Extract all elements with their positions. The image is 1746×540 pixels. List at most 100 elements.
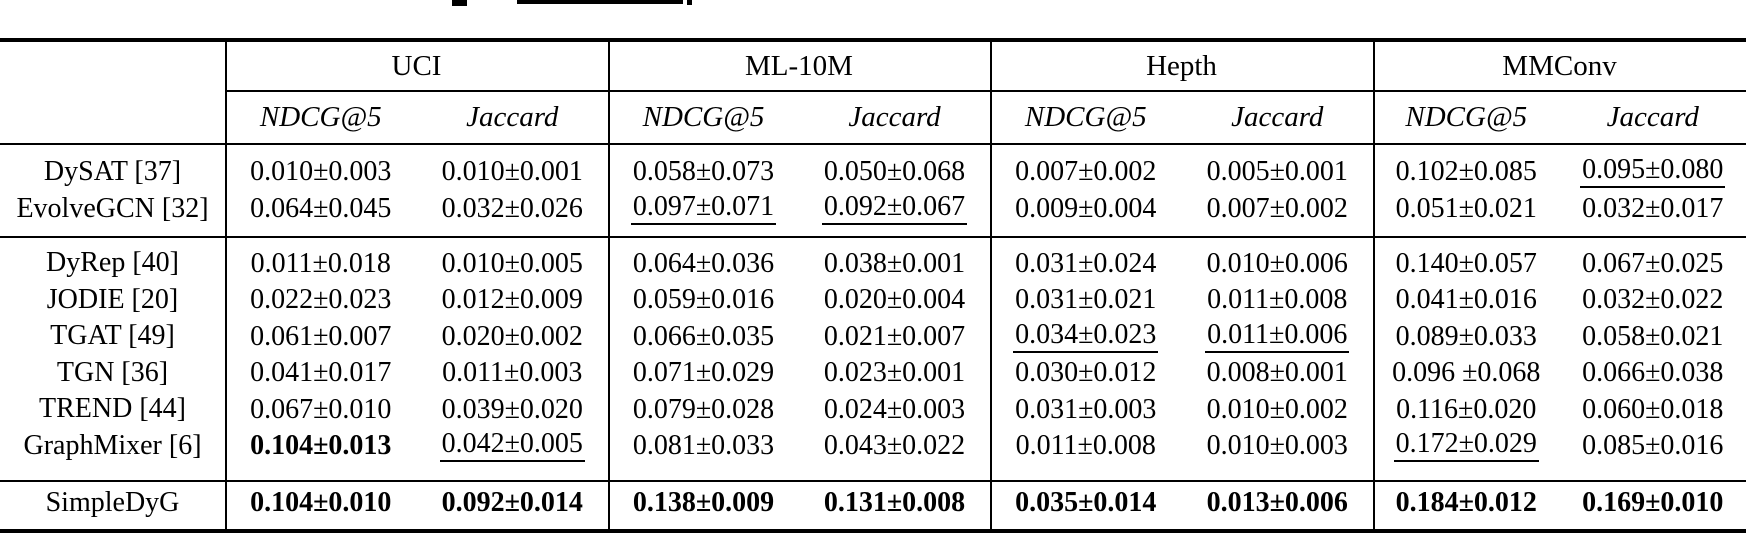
value-cell: 0.131±0.008 [799,487,990,519]
metric-value: 0.064±0.036 [632,247,775,279]
metric-value: 0.009±0.004 [1015,192,1157,224]
value-cell: 0.010±0.001 [417,155,609,187]
column-separator-ml10m-hepth [990,42,992,529]
value-cell: 0.064±0.045 [225,192,417,224]
metric-value: 0.008±0.001 [1206,357,1348,389]
value-cell: 0.011±0.003 [417,358,609,388]
value-cell: 0.039±0.020 [417,394,609,424]
value-cell: 0.067±0.025 [1560,248,1746,278]
metric-value: 0.034±0.023 [1013,319,1159,353]
value-cell: 0.030±0.012 [990,357,1182,389]
method-name: EvolveGCN [32] [16,192,209,224]
value-cell: 0.031±0.003 [990,394,1182,424]
value-cell: 0.061±0.007 [225,321,417,351]
table-top-rule [0,38,1746,42]
metric-value: 0.169±0.010 [1582,487,1724,519]
value-cell: 0.060±0.018 [1560,393,1746,425]
value-cell: 0.010±0.005 [417,248,609,278]
header-body-rule [0,143,1746,145]
metric-value: 0.010±0.001 [441,155,583,187]
metric-value: 0.024±0.003 [823,393,966,425]
value-cell: 0.079±0.028 [608,393,799,425]
value-cell: 0.097±0.071 [608,191,799,226]
metric-value: 0.041±0.016 [1395,284,1537,316]
value-cell: 0.020±0.004 [799,285,990,315]
value-cell: 0.011±0.008 [1182,284,1374,316]
metric-value: 0.064±0.045 [250,192,392,224]
value-cell: 0.010±0.006 [1182,247,1374,279]
value-cell: 0.085±0.016 [1560,430,1746,462]
metric-value: 0.092±0.014 [441,487,583,519]
method-name: JODIE [20] [46,283,179,315]
value-cell: 0.096 ±0.068 [1373,358,1560,388]
metric-value: 0.012±0.009 [441,284,583,316]
table-bottom-rule [0,529,1746,533]
metric-value: 0.031±0.024 [1015,247,1157,279]
metric-value: 0.066±0.038 [1582,357,1724,389]
caption-glyph-fragment [452,0,467,6]
value-cell: 0.007±0.002 [1182,192,1374,224]
metric-header-ndcg: NDCG@5 [1405,100,1528,133]
method-name: TGN [36] [56,356,169,388]
value-cell: 0.011±0.018 [225,248,417,278]
value-cell: 0.041±0.016 [1373,284,1560,316]
metric-value: 0.038±0.001 [823,247,966,279]
table-row: TREND [44] 0.067±0.010 0.039±0.020 0.079±0.… [0,391,1746,428]
value-cell: 0.010±0.003 [1182,431,1374,461]
table-row: TGN [36] 0.041±0.017 0.011±0.003 0.071±0.02… [0,355,1746,392]
value-cell: 0.043±0.022 [799,431,990,461]
metric-value: 0.013±0.006 [1206,487,1348,519]
table-row: SimpleDyG 0.104±0.010 0.092±0.014 0.138±0.0… [0,482,1746,524]
row-group-1: DyRep [40] 0.011±0.018 0.010±0.005 0.064±0.… [0,245,1746,464]
value-cell: 0.023±0.001 [799,357,990,389]
table-row: TGAT [49] 0.061±0.007 0.020±0.002 0.066±0.0… [0,318,1746,355]
metric-value: 0.011±0.008 [1207,284,1348,316]
value-cell: 0.013±0.006 [1182,487,1374,519]
value-cell: 0.012±0.009 [417,284,609,316]
value-cell: 0.022±0.023 [225,285,417,315]
metric-value: 0.097±0.071 [630,191,777,226]
value-cell: 0.031±0.024 [990,247,1182,279]
method-name: GraphMixer [6] [23,429,202,461]
dataset-header-ml10m: ML-10M [745,49,853,82]
metric-value: 0.032±0.022 [1582,284,1724,316]
metric-header-ndcg: NDCG@5 [642,100,765,133]
value-cell: 0.172±0.029 [1373,429,1560,463]
value-cell: 0.011±0.006 [1182,319,1374,353]
value-cell: 0.184±0.012 [1373,488,1560,518]
method-name: TREND [44] [39,393,186,425]
metric-value: 0.020±0.002 [441,320,583,352]
value-cell: 0.007±0.002 [990,156,1182,186]
metric-value: 0.007±0.002 [1206,192,1348,224]
metric-value: 0.010±0.003 [250,155,392,187]
metric-value: 0.050±0.068 [823,155,966,187]
metric-value: 0.010±0.006 [1206,247,1348,279]
value-cell: 0.042±0.005 [417,429,609,463]
metric-value: 0.095±0.080 [1580,154,1726,189]
value-cell: 0.104±0.013 [225,431,417,461]
metric-value: 0.023±0.001 [823,357,966,389]
group-separator-rule-1 [0,236,1746,238]
dataset-header-row: UCI ML-10M Hepth MMConv [0,42,1746,90]
metric-value: 0.085±0.016 [1582,430,1724,462]
value-cell: 0.067±0.010 [225,394,417,424]
method-name: TGAT [49] [50,320,175,352]
metric-header-ndcg: NDCG@5 [259,100,382,133]
metric-value: 0.030±0.012 [1015,357,1157,389]
value-cell: 0.071±0.029 [608,358,799,388]
metric-value: 0.079±0.028 [632,393,775,425]
value-cell: 0.066±0.038 [1560,357,1746,389]
metric-value: 0.021±0.007 [823,320,966,352]
value-cell: 0.059±0.016 [608,284,799,316]
table-row: GraphMixer [6] 0.104±0.013 0.042±0.005 0.08… [0,428,1746,465]
method-name: SimpleDyG [45,487,180,518]
value-cell: 0.021±0.007 [799,320,990,352]
metric-header-jaccard: Jaccard [1231,100,1324,133]
value-cell: 0.010±0.003 [225,155,417,187]
value-cell: 0.116±0.020 [1373,394,1560,424]
metric-value: 0.060±0.018 [1582,393,1724,425]
metric-value: 0.131±0.008 [823,487,966,519]
metric-header-row: NDCG@5 Jaccard NDCG@5 Jaccard NDCG@5 Jac… [0,91,1746,143]
metric-value: 0.032±0.026 [441,192,583,224]
metric-value: 0.059±0.016 [632,284,775,316]
